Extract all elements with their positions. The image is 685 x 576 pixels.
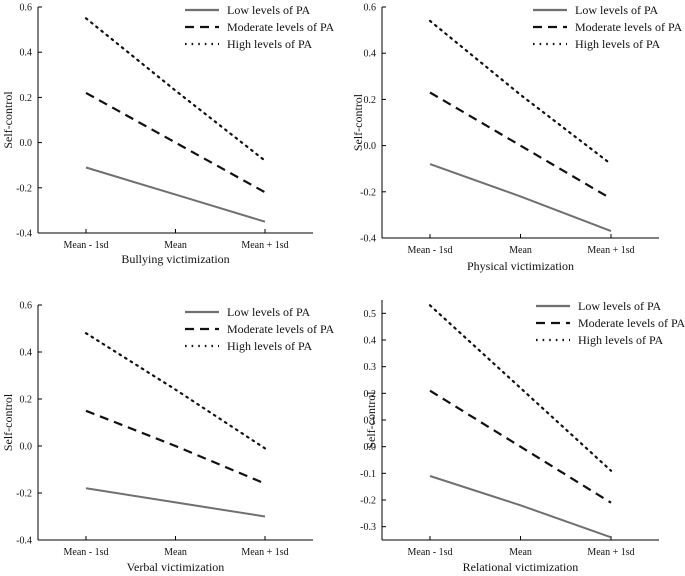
y-tick-label: 0.2 [20, 395, 33, 406]
y-tick-label: 0.0 [20, 138, 33, 149]
y-tick-label: -0.2 [16, 183, 32, 194]
y-tick-label: 0.2 [20, 93, 33, 104]
series-line-dotted [84, 332, 267, 450]
x-axis-label: Relational victimization [463, 560, 579, 574]
legend-label: Low levels of PA [575, 3, 659, 17]
y-tick-label: -0.4 [16, 229, 32, 240]
chart-panel-4: -0.3 -0.2 -0.1 0.0 0.1 0.2 0.3 0.4 0.5 Mean - 1sd… [360, 299, 685, 574]
chart-panel-3: -0.4 -0.2 0.0 0.2 0.4 0.6 Mean - 1sd Mean Mean +… [1, 301, 335, 575]
series-line-solid [85, 166, 266, 223]
legend-label: High levels of PA [578, 333, 664, 347]
y-tick-label: 0.6 [20, 301, 33, 312]
legend: Low levels of PA Moderate levels of PA Hig… [185, 305, 335, 353]
y-tick-label: 0.1 [364, 416, 377, 427]
series-line-dotted [428, 304, 613, 472]
x-tick-label: Mean - 1sd [408, 245, 453, 256]
y-tick-label: 0.4 [20, 48, 33, 59]
y-axis-label: Self-control [364, 391, 378, 449]
series-line-dashed [429, 91, 612, 200]
y-tick-label: 0.4 [364, 49, 377, 60]
series-line-solid [429, 163, 612, 233]
series-line-dotted [84, 17, 267, 162]
y-axis-label: Self-control [351, 93, 365, 151]
y-tick-label: 0.4 [364, 336, 377, 347]
y-tick-label: 0.4 [20, 348, 33, 359]
y-tick-label: -0.3 [360, 522, 376, 533]
series-line-dashed [85, 409, 266, 485]
x-tick-label: Mean [509, 245, 532, 256]
series-line-dashed [429, 389, 612, 504]
legend: Low levels of PA Moderate levels of PA Hig… [185, 3, 335, 51]
legend-label: Moderate levels of PA [227, 322, 335, 336]
series-line-solid [85, 487, 266, 518]
series-line-solid [429, 475, 612, 539]
y-tick-label: 0.2 [364, 389, 377, 400]
y-tick-label: 0.6 [364, 3, 377, 14]
y-tick-label: 0.0 [20, 442, 33, 453]
series-line-dotted [428, 19, 613, 166]
legend-label: Moderate levels of PA [578, 316, 685, 330]
y-axis-label: Self-control [1, 393, 15, 451]
legend: Low levels of PA Moderate levels of PA Hig… [533, 3, 683, 51]
y-tick-label: -0.2 [16, 489, 32, 500]
x-tick-label: Mean [164, 240, 187, 251]
y-tick-label: -0.2 [360, 496, 376, 507]
y-tick-label: 0.2 [364, 95, 377, 106]
y-tick-label: 0.0 [364, 141, 377, 152]
y-tick-label: 0.0 [364, 442, 377, 453]
legend-label: Low levels of PA [227, 305, 311, 319]
legend-label: High levels of PA [227, 37, 313, 51]
x-axis-label: Verbal victimization [127, 560, 225, 574]
legend-label: Moderate levels of PA [227, 20, 335, 34]
series-line-dashed [85, 91, 266, 194]
x-axis-label: Physical victimization [467, 259, 574, 273]
chart-panel-2: -0.4 -0.2 0.0 0.2 0.4 0.6 Mean - 1sd Mean Mean +… [351, 3, 683, 274]
x-tick-label: Mean [164, 547, 187, 558]
x-tick-label: Mean - 1sd [408, 547, 453, 558]
y-tick-label: -0.2 [360, 187, 376, 198]
legend-label: Moderate levels of PA [575, 20, 683, 34]
legend-label: High levels of PA [575, 37, 661, 51]
x-tick-label: Mean - 1sd [64, 240, 109, 251]
legend: Low levels of PA Moderate levels of PA Hig… [536, 299, 685, 347]
x-tick-label: Mean + 1sd [587, 547, 634, 558]
y-tick-label: 0.3 [364, 362, 377, 373]
y-axis-label: Self-control [1, 91, 15, 149]
y-tick-label: 0.5 [364, 309, 377, 320]
x-tick-label: Mean + 1sd [587, 245, 634, 256]
y-tick-label: -0.1 [360, 469, 376, 480]
y-tick-label: 0.6 [20, 3, 33, 14]
legend-label: High levels of PA [227, 339, 313, 353]
x-tick-label: Mean [509, 547, 532, 558]
y-tick-label: -0.4 [16, 536, 32, 547]
legend-label: Low levels of PA [578, 299, 662, 313]
x-axis-label: Bullying victimization [121, 252, 229, 266]
y-tick-label: -0.4 [360, 234, 376, 245]
x-tick-label: Mean + 1sd [241, 547, 288, 558]
chart-panel-1: -0.4 -0.2 0.0 0.2 0.4 0.6 Mean - 1sd Mean Mean +… [1, 3, 335, 267]
legend-label: Low levels of PA [227, 3, 311, 17]
x-tick-label: Mean - 1sd [64, 547, 109, 558]
x-tick-label: Mean + 1sd [241, 240, 288, 251]
